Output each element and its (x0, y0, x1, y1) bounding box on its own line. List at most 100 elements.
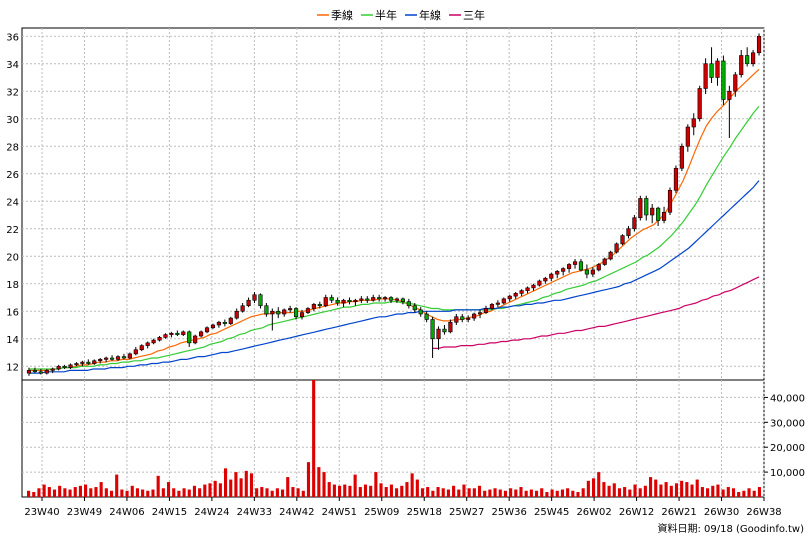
candle (264, 303, 269, 317)
candle (460, 314, 465, 323)
volume-bar (441, 488, 445, 497)
candle (715, 58, 720, 86)
ma-line-三年 (432, 276, 760, 349)
volume-bar (343, 484, 347, 497)
candle (697, 85, 702, 122)
candle (673, 165, 679, 193)
candle (584, 264, 589, 279)
volume-bar (452, 485, 456, 497)
candle-body (276, 310, 281, 315)
legend-label: 半年 (375, 8, 397, 22)
volume-bar (27, 490, 31, 497)
candle (400, 297, 405, 305)
volume-bar (638, 488, 642, 497)
volume-bar (752, 490, 756, 497)
candle-body (501, 298, 506, 304)
volume-bar (472, 488, 476, 497)
candle (388, 296, 394, 303)
volume-bar (669, 485, 673, 497)
candle-body (86, 361, 91, 364)
volume-bar (265, 488, 269, 497)
candle-body (157, 337, 162, 341)
volume-bar (436, 487, 440, 497)
candle (299, 309, 305, 320)
candle (199, 330, 204, 338)
candle-body (733, 74, 738, 92)
candle (151, 338, 156, 345)
volume-bar (151, 489, 155, 497)
x-tick-label: 25W18 (407, 507, 442, 518)
x-tick-label: 26W38 (746, 507, 781, 518)
volume-bar (99, 482, 103, 497)
volume-bar (203, 484, 207, 497)
volume-bar (260, 487, 264, 497)
volume-bar (172, 488, 176, 497)
candle-body (626, 228, 631, 236)
candle-body (305, 308, 311, 313)
volume-y-axis: 10,000 20,000 30,000 40,000 (764, 393, 805, 479)
candle (38, 369, 43, 375)
volume-bar (488, 489, 492, 497)
volume-bar (374, 472, 378, 497)
volume-bar (716, 484, 720, 497)
candle-body (222, 321, 227, 324)
candle-body (311, 304, 316, 309)
legend-item: 三年 (449, 8, 485, 22)
volume-bar (89, 488, 93, 497)
candle-body (32, 370, 37, 373)
legend-label: 三年 (463, 8, 485, 22)
candle-body (572, 261, 578, 265)
candle-body (709, 63, 714, 78)
candle-body (98, 359, 103, 362)
moving-average-lines (29, 68, 760, 374)
volume-bar (534, 490, 539, 497)
volume-tick-label: 40,000 (770, 393, 805, 404)
candle-body (62, 365, 67, 368)
volume-tick-label: 30,000 (770, 418, 805, 429)
candle (187, 330, 192, 347)
candle (394, 297, 400, 303)
candle-body (193, 335, 198, 344)
candle-body (448, 321, 453, 333)
candle (252, 292, 257, 303)
candle (608, 250, 613, 261)
candle (228, 316, 233, 325)
candle-body (371, 297, 376, 301)
price-y-axis: 12 14 16 18 20 22 24 26 28 30 32 34 36 (6, 32, 19, 373)
candle-body (667, 189, 673, 213)
price-tick-label: 16 (6, 307, 19, 318)
candle-body (656, 207, 661, 221)
candle (145, 341, 150, 349)
candle (513, 292, 518, 299)
candle (270, 308, 275, 331)
volume-bar (58, 485, 62, 497)
volume-bar (706, 488, 710, 497)
volume-bar (680, 480, 684, 497)
candle-body (739, 55, 744, 76)
volume-bar (566, 488, 570, 497)
volume-bar (306, 462, 311, 497)
volume-bar (115, 474, 119, 497)
volume-bar (156, 475, 160, 497)
candle (466, 315, 471, 323)
volume-bar (296, 488, 300, 497)
candle-body (288, 308, 293, 311)
volume-bar (721, 489, 725, 497)
volume-bar (338, 485, 342, 497)
candle (371, 294, 376, 302)
volume-bar (659, 484, 663, 497)
candle (98, 358, 103, 364)
volume-bar (560, 489, 565, 497)
candle-body (483, 308, 489, 313)
volume-bar (47, 487, 51, 497)
volume-bar (586, 480, 590, 497)
volume-bar (410, 473, 414, 497)
candle-body (175, 332, 180, 335)
volume-bar (363, 484, 368, 497)
candle (44, 369, 49, 375)
volume-bar (747, 488, 751, 497)
volume-bar (322, 472, 326, 497)
candle-body (317, 304, 322, 307)
candle (353, 298, 358, 306)
candle-body (418, 309, 423, 315)
